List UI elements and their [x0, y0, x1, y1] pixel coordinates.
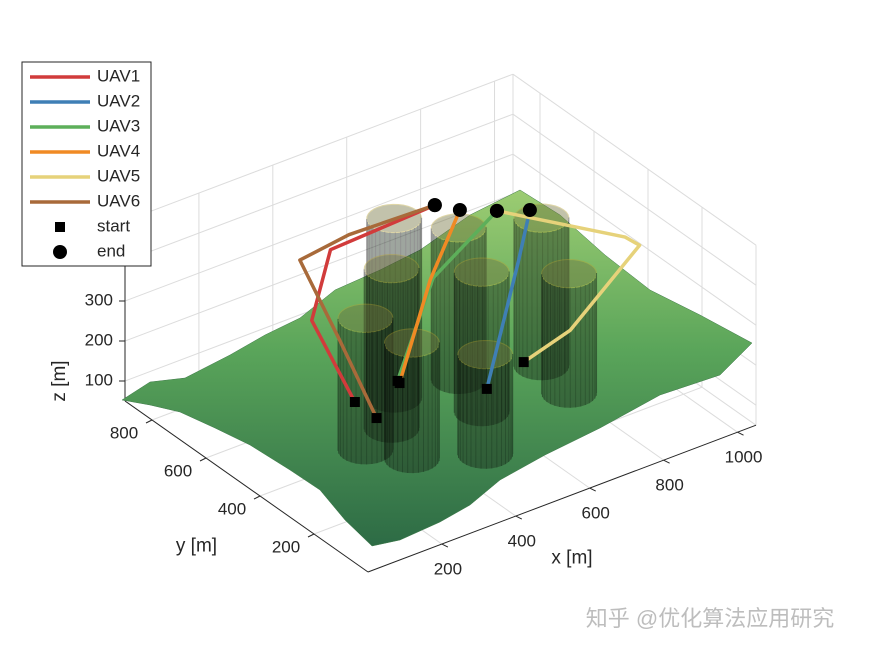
tick-mark: [199, 457, 207, 462]
legend-box: [21, 61, 152, 267]
obstacle-base: [541, 379, 597, 408]
legend-label: UAV2: [97, 91, 140, 110]
tick-mark: [145, 419, 153, 424]
grid-line: [512, 113, 757, 286]
obstacle-base: [338, 436, 393, 465]
obstacle-body: [513, 217, 569, 367]
y-tick-label: 200: [272, 537, 300, 556]
grid-line: [512, 153, 757, 326]
legend-start-symbol: [55, 222, 65, 232]
y-axis: [124, 400, 369, 573]
obstacle: [383, 328, 440, 474]
obstacle-base: [384, 444, 440, 474]
grid-line: [124, 153, 514, 302]
x-tick-label: 400: [508, 532, 536, 551]
end-marker: [427, 198, 442, 213]
tick-mark: [307, 533, 315, 538]
obstacle-top: [363, 254, 420, 284]
legend-label: end: [97, 241, 125, 260]
tick-mark: [663, 459, 670, 464]
start-marker: [371, 413, 382, 424]
y-axis-label: y [m]: [176, 536, 217, 557]
legend: UAV1 UAV2 UAV3 UAV4 UAV5 UAV6 start end: [21, 61, 152, 267]
x-axis: [367, 424, 757, 573]
tick-mark: [737, 431, 744, 436]
obstacle: [337, 303, 394, 465]
x-tick-label: 600: [582, 504, 610, 523]
y-tick-label: 600: [164, 461, 192, 480]
legend-label: UAV5: [97, 166, 140, 185]
start-marker: [349, 397, 360, 408]
tick-mark: [441, 543, 449, 548]
uav-path: [397, 209, 462, 384]
box-edge: [512, 73, 757, 246]
legend-label: UAV3: [97, 116, 140, 135]
uav-paths: [298, 198, 642, 424]
z-tick-label: 300: [85, 290, 113, 309]
uav-path: [496, 209, 642, 364]
obstacle: [541, 259, 598, 408]
obstacle-body: [541, 273, 597, 395]
obstacle-body: [457, 353, 513, 456]
obstacle-top: [337, 303, 394, 333]
obstacle-top: [453, 257, 510, 287]
watermark: 知乎 @优化算法应用研究: [586, 606, 834, 631]
legend-label: UAV4: [97, 141, 140, 160]
obstacle-body: [384, 342, 440, 460]
terrain: [121, 189, 753, 547]
obstacle-base: [366, 384, 422, 413]
end-marker: [489, 203, 504, 218]
x-tick-label: 1000: [725, 448, 763, 467]
obstacle-base: [457, 440, 513, 469]
start-marker: [394, 378, 405, 389]
uav-path: [485, 209, 532, 390]
end-marker: [522, 203, 537, 218]
y-tick-label: 400: [218, 499, 246, 518]
x-tick-label: 200: [434, 560, 462, 579]
z-tick-label: 100: [85, 370, 113, 389]
legend-label: start: [97, 216, 130, 235]
obstacle-base: [431, 365, 487, 395]
z-tick-label: 200: [85, 330, 113, 349]
start-marker: [518, 357, 529, 368]
obstacle: [513, 203, 570, 381]
obstacle-top: [430, 213, 487, 243]
obstacle-top: [513, 203, 570, 233]
obstacle-body: [454, 271, 510, 413]
box-edge: [124, 73, 514, 222]
grid-line: [124, 113, 514, 262]
obstacle: [453, 257, 510, 427]
legend-label: UAV1: [97, 66, 140, 85]
obstacle-top: [457, 339, 514, 370]
legend-label: UAV6: [97, 191, 140, 210]
y-tick-label: 800: [110, 423, 138, 442]
start-marker: [481, 383, 492, 394]
grid-line: [124, 193, 514, 342]
uav-path: [309, 203, 436, 403]
tick-mark: [589, 487, 596, 492]
obstacles: [337, 203, 598, 474]
uav-path: [298, 203, 436, 419]
obstacle-base: [454, 397, 510, 427]
end-marker: [452, 202, 467, 217]
obstacle: [457, 339, 514, 469]
x-tick-label: 800: [655, 476, 683, 495]
x-axis-label: x [m]: [551, 548, 592, 569]
z-axis-label: z [m]: [49, 360, 70, 401]
obstacle-top: [541, 259, 598, 289]
obstacle-body: [364, 268, 420, 430]
legend-end-symbol: [53, 245, 67, 259]
tick-mark: [515, 515, 523, 520]
tick-mark: [253, 495, 261, 500]
